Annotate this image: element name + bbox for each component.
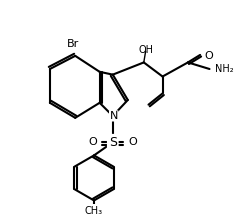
Text: Br: Br	[67, 39, 80, 49]
Text: OH: OH	[138, 45, 153, 55]
Text: O: O	[205, 51, 214, 61]
Text: O: O	[89, 137, 98, 147]
Text: CH₃: CH₃	[85, 206, 103, 216]
Text: O: O	[128, 137, 137, 147]
Text: N: N	[110, 111, 118, 121]
Text: NH₂: NH₂	[215, 64, 234, 74]
Text: S: S	[109, 136, 117, 149]
